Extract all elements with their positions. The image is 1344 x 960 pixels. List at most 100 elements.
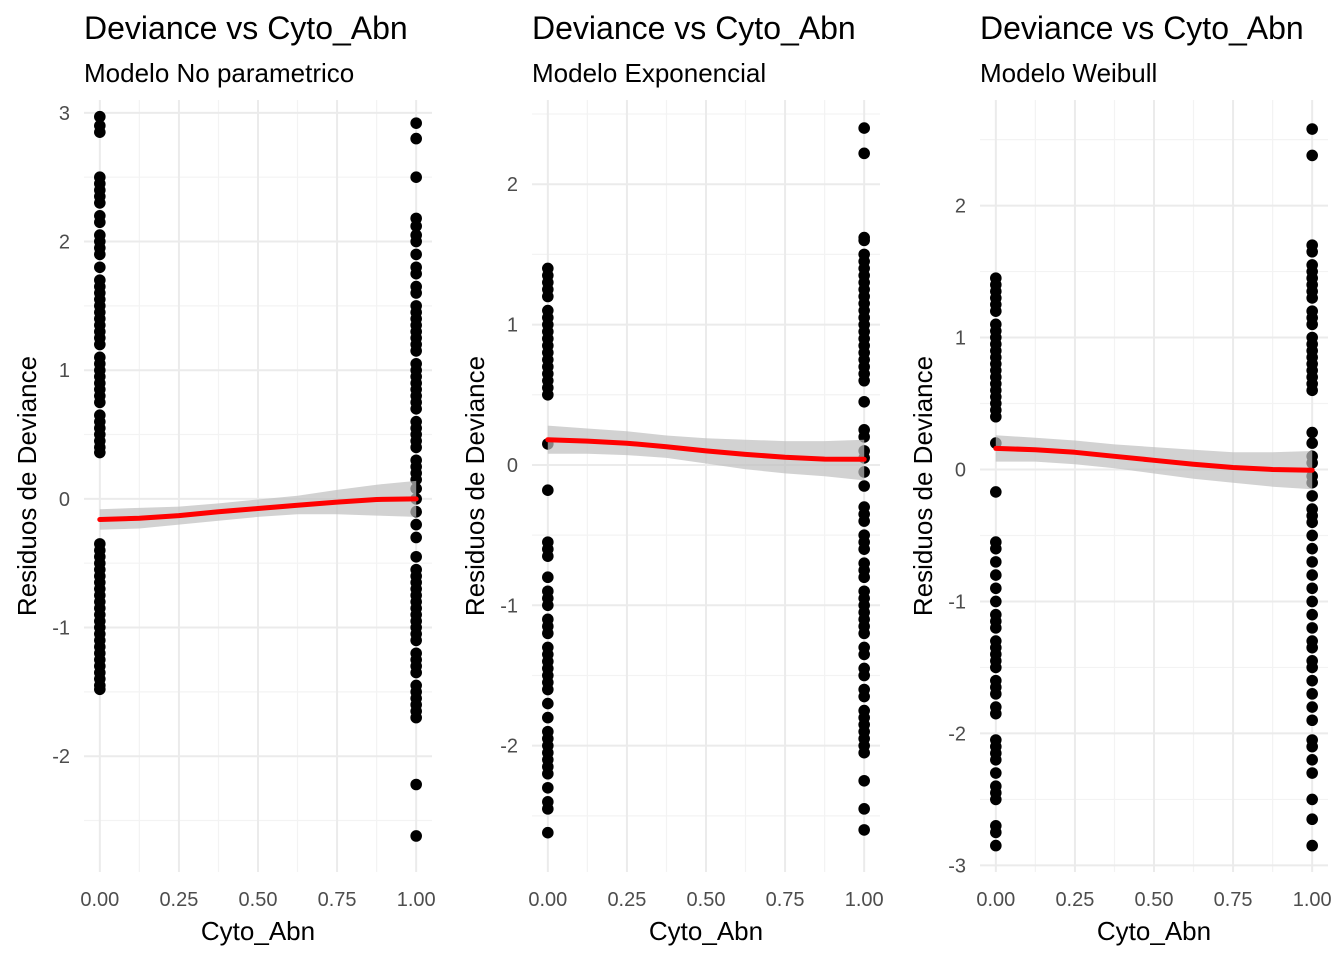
- y-axis-label: Residuos de Deviance: [460, 356, 490, 616]
- y-tick-label: -2: [948, 723, 966, 745]
- data-point: [990, 839, 1002, 852]
- data-point: [542, 803, 554, 815]
- data-point: [410, 345, 422, 357]
- data-point: [410, 531, 422, 544]
- data-point: [1306, 318, 1318, 331]
- y-tick-label: -2: [500, 736, 518, 758]
- smooth-line: [993, 445, 1315, 473]
- data-point: [990, 595, 1002, 608]
- data-point: [990, 305, 1002, 317]
- x-tick-label: 0.00: [528, 889, 567, 911]
- x-tick-label: 0.75: [1214, 889, 1253, 911]
- data-point: [858, 374, 870, 387]
- data-point: [1306, 813, 1318, 826]
- data-point: [542, 550, 554, 562]
- data-point: [94, 446, 106, 459]
- data-point: [94, 338, 106, 351]
- chart-title: Deviance vs Cyto_Abn: [980, 10, 1304, 46]
- data-point: [542, 627, 554, 640]
- data-point: [1306, 740, 1318, 753]
- data-point: [990, 826, 1002, 839]
- data-point: [410, 287, 422, 299]
- data-point: [410, 220, 422, 232]
- data-point: [858, 480, 870, 492]
- data-point: [990, 754, 1002, 766]
- data-point: [990, 707, 1002, 720]
- data-point: [1306, 426, 1318, 439]
- data-point: [542, 711, 554, 724]
- data-point: [1306, 516, 1318, 529]
- data-point: [1306, 714, 1318, 727]
- data-point: [990, 410, 1002, 423]
- data-point: [410, 235, 422, 248]
- y-axis-label: Residuos de Deviance: [12, 356, 42, 616]
- chart-title: Deviance vs Cyto_Abn: [84, 10, 408, 46]
- data-point: [94, 683, 106, 696]
- chart-panel: 0.00 0.25 0.50 0.75 1.00 -2 -1 0 1 2 Deviance vs C…: [460, 10, 884, 946]
- data-point: [410, 267, 422, 280]
- data-point: [94, 248, 106, 261]
- x-tick-label: 0.25: [159, 889, 198, 911]
- y-tick-label: 0: [507, 455, 518, 477]
- data-point: [542, 484, 554, 497]
- data-point: [990, 486, 1002, 498]
- data-point: [542, 697, 554, 710]
- data-point: [990, 582, 1002, 595]
- x-tick-label: 0.00: [80, 889, 119, 911]
- data-point: [94, 126, 106, 138]
- data-point: [1306, 767, 1318, 779]
- data-point: [542, 599, 554, 612]
- data-point: [858, 431, 870, 443]
- data-point: [1306, 839, 1318, 852]
- data-point: [990, 767, 1002, 779]
- data-point: [990, 661, 1002, 674]
- data-point: [1306, 569, 1318, 581]
- data-point: [1306, 622, 1318, 634]
- data-point: [542, 571, 554, 584]
- data-point: [858, 122, 870, 134]
- data-point: [94, 216, 106, 229]
- data-point: [1306, 661, 1318, 674]
- data-point: [94, 197, 106, 209]
- data-point: [990, 569, 1002, 581]
- data-point: [410, 441, 422, 454]
- data-point: [410, 518, 422, 531]
- y-tick-label: 3: [59, 103, 70, 125]
- x-tick-label: 0.50: [687, 889, 726, 911]
- data-point: [410, 117, 422, 129]
- x-tick-label: 0.50: [1135, 889, 1174, 911]
- chart-title: Deviance vs Cyto_Abn: [532, 10, 856, 46]
- x-axis-label: Cyto_Abn: [649, 916, 763, 946]
- smooth-line: [545, 437, 867, 462]
- data-point: [1306, 641, 1318, 654]
- y-tick-label: 1: [59, 360, 70, 382]
- chart-subtitle: Modelo Exponencial: [532, 58, 766, 88]
- data-point: [1306, 384, 1318, 397]
- data-point: [1306, 556, 1318, 568]
- data-point: [410, 171, 422, 183]
- data-point: [1306, 149, 1318, 162]
- data-point: [1306, 608, 1318, 621]
- data-point: [410, 248, 422, 261]
- data-point: [410, 778, 422, 791]
- data-point: [858, 234, 870, 247]
- data-point: [94, 261, 106, 274]
- data-point: [1306, 688, 1318, 700]
- data-point: [990, 793, 1002, 806]
- x-tick-label: 0.25: [1055, 889, 1094, 911]
- y-tick-label: -3: [948, 855, 966, 877]
- data-point: [410, 666, 422, 679]
- data-point: [94, 396, 106, 409]
- y-tick-label: -2: [52, 746, 70, 768]
- data-point: [94, 110, 106, 123]
- data-point: [1306, 582, 1318, 595]
- data-point: [990, 556, 1002, 568]
- data-point: [410, 403, 422, 415]
- x-tick-label: 0.00: [976, 889, 1015, 911]
- data-point: [1306, 595, 1318, 608]
- data-point: [542, 767, 554, 780]
- y-tick-label: 1: [507, 315, 518, 337]
- chart-subtitle: Modelo No parametrico: [84, 58, 354, 88]
- y-axis-label: Residuos de Deviance: [908, 356, 938, 616]
- data-point: [858, 746, 870, 759]
